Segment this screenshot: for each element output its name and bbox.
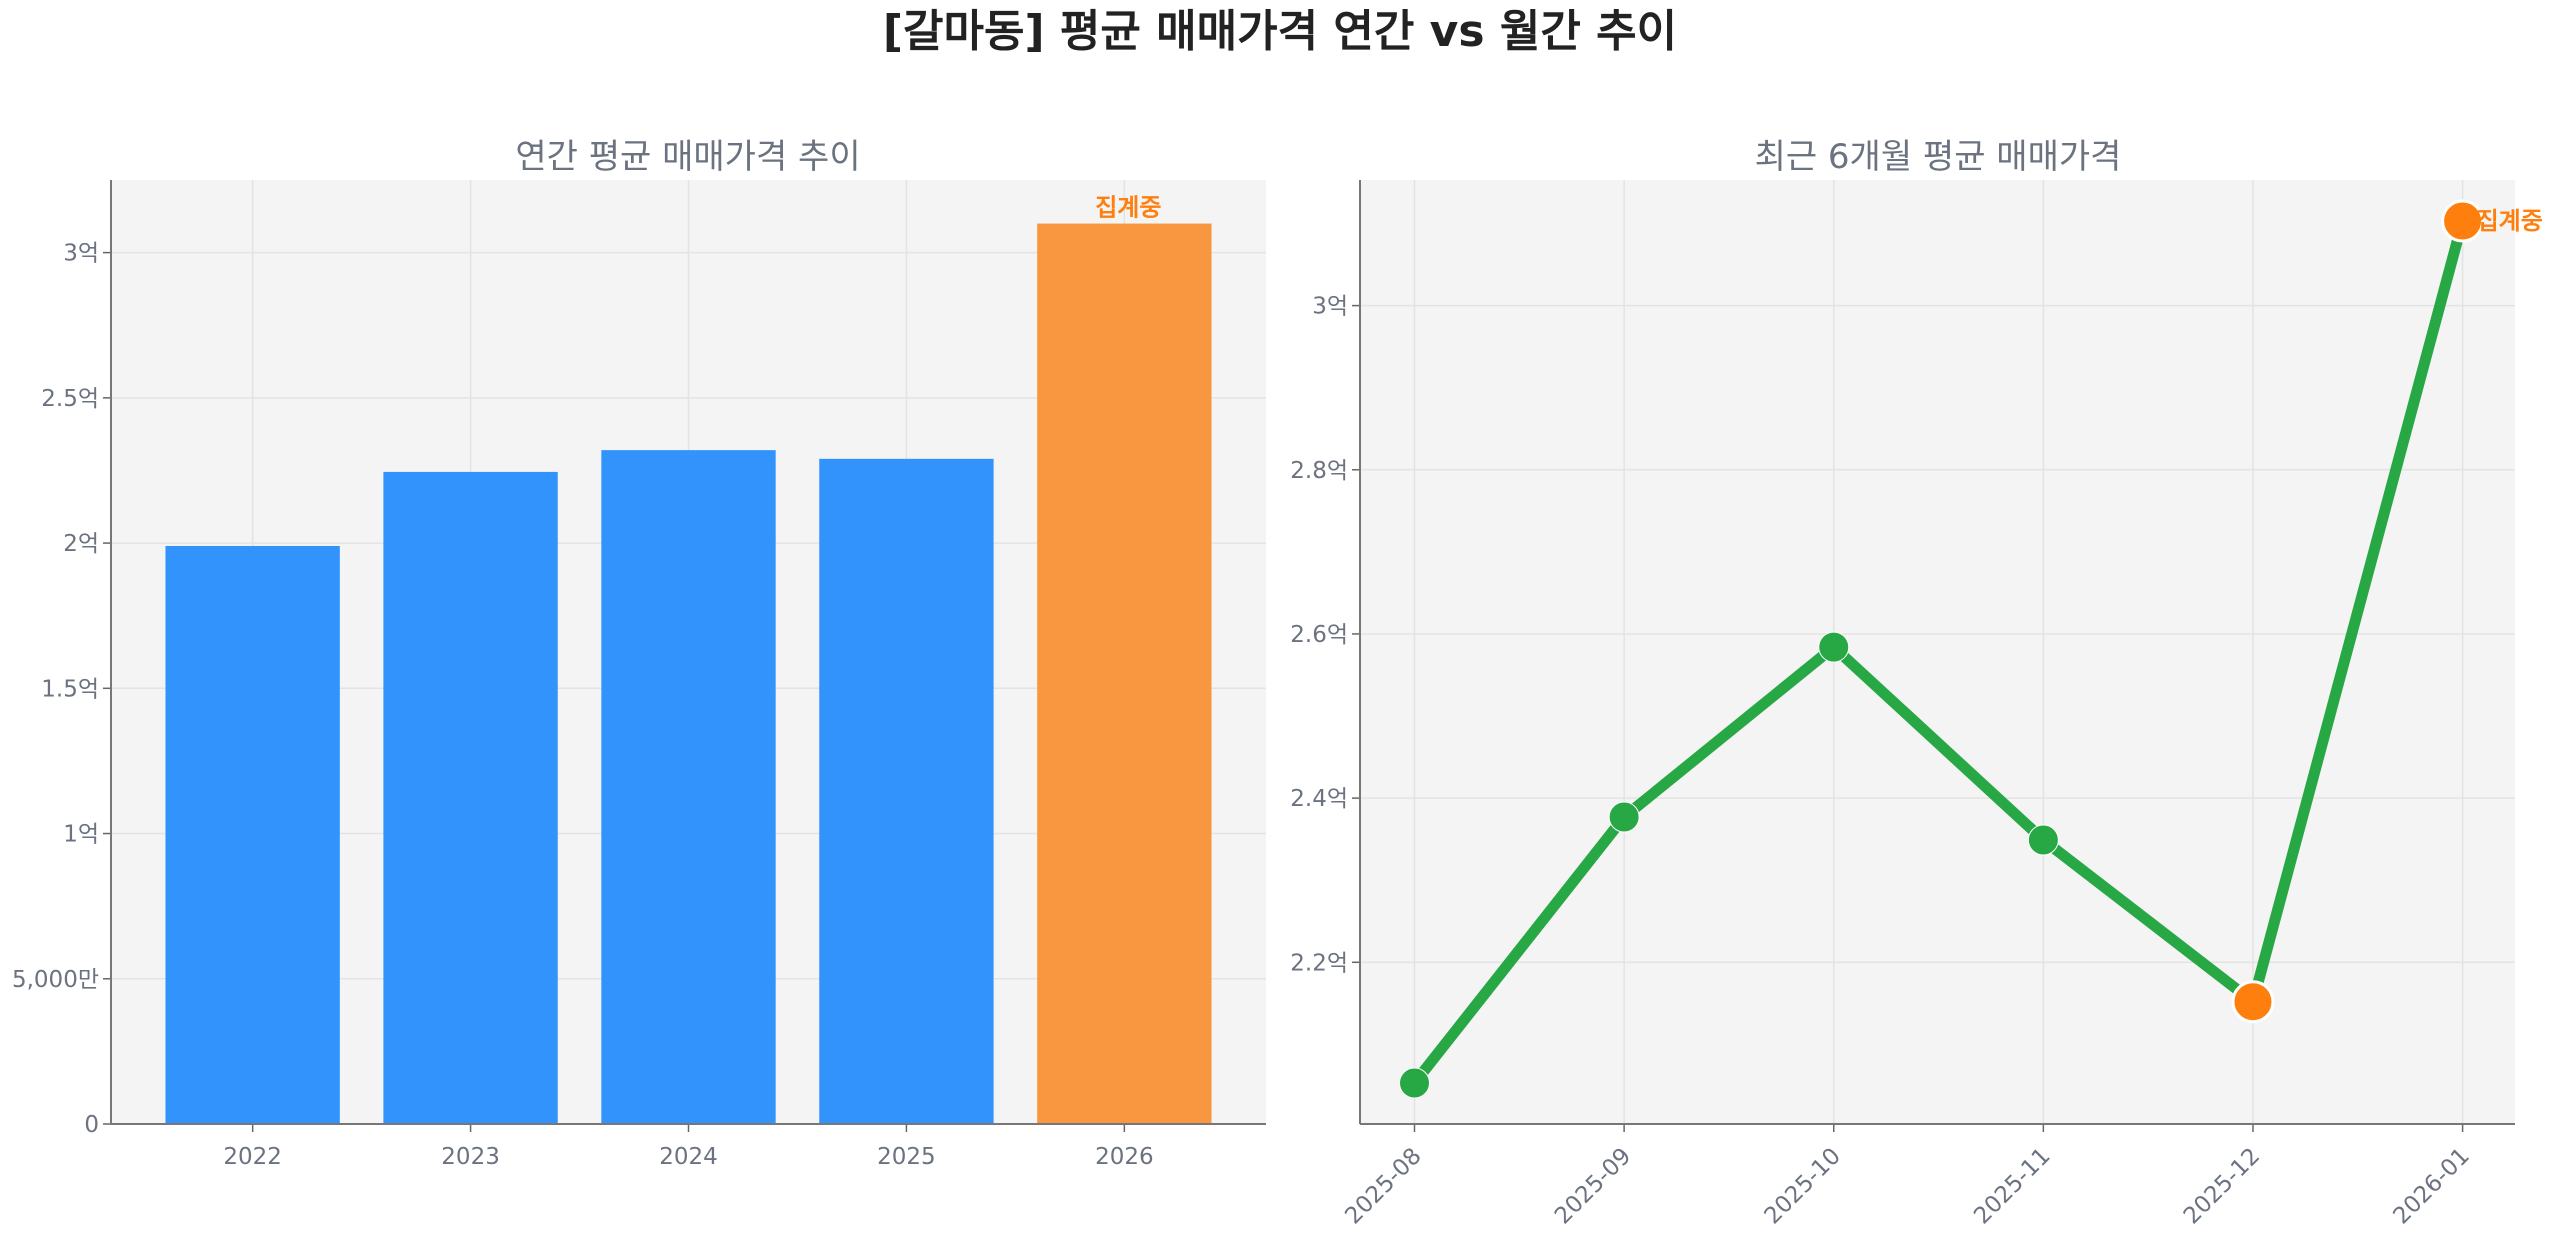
x-tick-label: 2025-10 bbox=[1760, 1143, 1846, 1229]
x-tick-label: 2023 bbox=[441, 1144, 500, 1170]
x-tick-label: 2026-01 bbox=[2388, 1143, 2474, 1229]
y-tick-label: 5,000만 bbox=[12, 967, 99, 993]
bar-2025 bbox=[819, 458, 994, 1124]
monthly-chart-title: 최근 6개월 평균 매매가격 bbox=[1755, 137, 2122, 177]
plot-area bbox=[1360, 180, 2515, 1124]
x-tick-label: 2022 bbox=[223, 1144, 282, 1170]
x-tick-label: 2025-11 bbox=[1969, 1143, 2055, 1229]
y-tick-label: 3억 bbox=[63, 241, 99, 267]
bar-2023 bbox=[383, 471, 558, 1125]
y-tick-label: 2.2억 bbox=[1290, 950, 1348, 976]
annual-chart-title: 연간 평균 매매가격 추이 bbox=[515, 137, 860, 177]
x-tick-label: 2025-08 bbox=[1340, 1143, 1426, 1229]
bar-2026 bbox=[1037, 223, 1212, 1125]
data-point-2025-09 bbox=[1608, 801, 1640, 833]
data-point-2025-11 bbox=[2027, 824, 2059, 856]
annotation-label: 집계중 bbox=[2477, 207, 2543, 235]
data-point-2025-08 bbox=[1399, 1067, 1431, 1099]
y-tick-label: 1억 bbox=[63, 822, 99, 848]
data-point-2026-01 bbox=[2441, 199, 2485, 243]
annotation-label: 집계중 bbox=[1095, 194, 1161, 222]
y-tick-label: 2.6억 bbox=[1290, 622, 1348, 648]
y-tick-label: 2.5억 bbox=[41, 386, 99, 412]
data-point-2025-12 bbox=[2231, 980, 2275, 1024]
bar-2024 bbox=[601, 450, 776, 1124]
suptitle: [갈마동] 평균 매매가격 연간 vs 월간 추이 bbox=[883, 6, 1677, 57]
x-tick-label: 2025-09 bbox=[1550, 1143, 1636, 1229]
y-tick-label: 2.4억 bbox=[1290, 786, 1348, 812]
y-tick-label: 2억 bbox=[63, 531, 99, 557]
bar-2022 bbox=[165, 545, 340, 1124]
price-line bbox=[1410, 219, 2468, 1087]
annual-bar-chart: 연간 평균 매매가격 추이 0 5,000만 1억 1.5억 2억 2.5억 3억 2022 2… bbox=[12, 137, 1266, 1170]
data-point-2025-10 bbox=[1818, 631, 1850, 663]
x-tick-label: 2025 bbox=[877, 1144, 936, 1170]
y-tick-label: 3억 bbox=[1312, 294, 1348, 320]
x-tick-label: 2025-12 bbox=[2179, 1143, 2265, 1229]
x-tick-label: 2024 bbox=[659, 1144, 718, 1170]
x-tick-label: 2026 bbox=[1095, 1144, 1154, 1170]
y-tick-label: 2.8억 bbox=[1290, 458, 1348, 484]
y-tick-label: 0 bbox=[84, 1112, 99, 1138]
y-tick-label: 1.5억 bbox=[41, 676, 99, 702]
monthly-line-chart: 최근 6개월 평균 매매가격 2.2억 2.4억 2.6억 2.8억 3억 2025-08… bbox=[1290, 137, 2543, 1230]
